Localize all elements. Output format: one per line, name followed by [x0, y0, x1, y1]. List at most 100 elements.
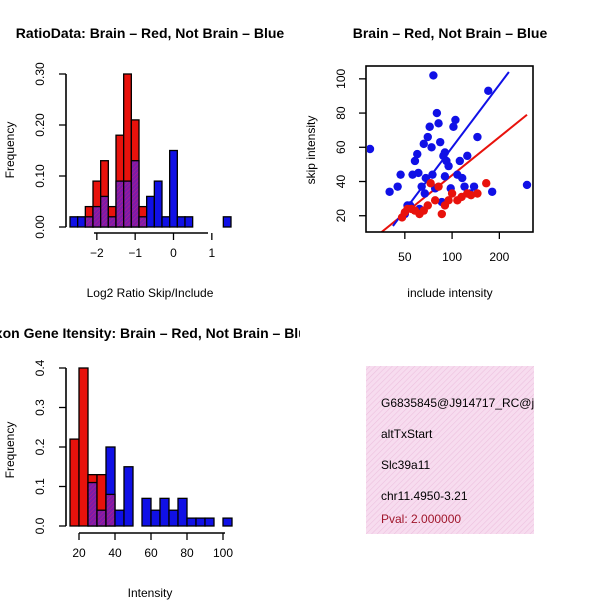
intensity-ytick-label-4: 0.4: [33, 359, 47, 376]
scatter-point-blue-2: [393, 182, 402, 191]
scatter-ytick-label-2: 60: [334, 140, 348, 154]
ratio-xtick-label-0: −2: [90, 246, 104, 260]
info-box-hatching: [366, 366, 534, 534]
intensity-ytick-label-1: 0.1: [33, 478, 47, 495]
intensity-ylabel: Frequency: [3, 422, 17, 479]
intensity-bar-1: [78, 367, 89, 527]
intensity-xlabel: Intensity: [128, 586, 173, 600]
scatter-point-blue-36: [463, 151, 472, 161]
intensity-bar-5: [114, 509, 125, 527]
intensity-ytick-label-3: 0.3: [33, 399, 47, 416]
ratio-bar-15: [184, 216, 194, 228]
intensity-bar-15: [204, 517, 215, 527]
scatter-xlabel: include intensity: [407, 286, 492, 300]
scatter-point-blue-12: [417, 182, 426, 191]
scatter-point-red-20: [482, 179, 491, 188]
ratio-overlap-bar-2: [84, 216, 94, 228]
scatter-frame: [365, 65, 534, 233]
intensity-overlap-bar-3: [96, 509, 107, 527]
scatter-point-red-14: [447, 189, 457, 198]
ratio-overlap-bar-5: [107, 216, 117, 228]
ratio-bar-20: [222, 216, 232, 228]
scatter-point-blue-18: [427, 143, 436, 152]
ratio-bar-10: [146, 195, 155, 228]
ratio-overlap-bar-4: [100, 195, 109, 228]
ratio-ytick-label-2: 0.20: [33, 113, 47, 137]
scatter-point-blue-16: [423, 132, 432, 142]
scatter-point-blue-35: [460, 182, 469, 191]
scatter-point-blue-14: [420, 189, 429, 198]
fit-line-blue: [392, 71, 510, 227]
intensity-bar-14: [195, 517, 206, 527]
info-pval: Pval: 2.000000: [381, 512, 461, 526]
scatter-point-blue-41: [487, 187, 497, 196]
ratio-xtick-label-3: 1: [208, 246, 215, 260]
ratio-overlap-bar-6: [115, 180, 125, 228]
info-event-type: altTxStart: [381, 427, 433, 441]
info-location: chr11.4950-3.21: [381, 489, 468, 503]
scatter-points: [367, 71, 532, 222]
intensity-bar-11: [168, 509, 179, 527]
scatter-ylabel: skip intensity: [304, 116, 318, 185]
scatter-ytick-label-3: 80: [334, 106, 348, 120]
intensity-bars: [69, 367, 233, 527]
intensity-bar-10: [159, 497, 170, 527]
ratio-axes: −2 −1 0 1 0.00 0.10 0.20 0.30: [33, 62, 215, 260]
scatter-ytick-label-1: 40: [334, 175, 348, 189]
ratio-bar-12: [161, 216, 171, 228]
intensity-bar-8: [141, 497, 152, 527]
ratio-overlap-bar-8: [130, 160, 140, 228]
ratio-ytick-label-3: 0.30: [33, 62, 47, 86]
ratio-xtick-label-2: 0: [170, 246, 177, 260]
scatter-point-blue-19: [429, 71, 438, 80]
scatter-point-blue-10: [414, 168, 423, 178]
scatter-point-red-9: [430, 196, 440, 205]
scatter-ytick-label-4: 100: [334, 69, 348, 89]
scatter-point-blue-33: [455, 156, 465, 166]
info-probeset: G6835845@J914717_RC@j_at: [381, 396, 551, 410]
ratio-bar-14: [176, 216, 186, 228]
ratio-ytick-label-1: 0.10: [33, 164, 47, 188]
scatter-point-red-18: [466, 191, 476, 200]
scatter-point-blue-42: [522, 180, 532, 190]
intensity-xtick-label-3: 80: [180, 546, 194, 560]
scatter-point-blue-31: [451, 115, 460, 125]
ratio-bar-13: [169, 149, 178, 228]
scatter-point-blue-44: [440, 148, 450, 157]
intensity-bar-17: [222, 517, 233, 527]
scatter-point-blue-30: [449, 122, 458, 131]
intensity-overlap-bar-2: [87, 481, 98, 527]
intensity-overlap-bar-4: [105, 493, 116, 527]
scatter-point-blue-0: [367, 144, 375, 154]
scatter-xtick-label-1: 100: [442, 250, 462, 264]
intensity-xtick-label-0: 20: [72, 546, 86, 560]
scatter-title: Brain – Red, Not Brain – Blue: [353, 25, 548, 41]
intensity-bar-12: [177, 497, 188, 527]
scatter-point-blue-38: [469, 182, 479, 191]
intensity-xtick-label-4: 100: [213, 546, 233, 560]
scatter-point-blue-3: [396, 170, 405, 179]
scatter-point-blue-17: [425, 122, 434, 131]
scatter-point-blue-28: [444, 161, 453, 171]
intensity-title: Exon Gene Itensity: Brain – Red, Not Bra…: [0, 325, 315, 341]
intensity-xtick-label-2: 60: [144, 546, 158, 560]
scatter-point-blue-40: [484, 86, 493, 96]
info-gene: Slc39a11: [381, 458, 430, 472]
ratio-xlabel: Log2 Ratio Skip/Include: [87, 286, 214, 300]
intensity-bar-0: [69, 438, 80, 527]
intensity-bar-13: [186, 517, 197, 527]
scatter-point-red-10: [434, 182, 443, 191]
scatter-axes: 50 100 200 20 40 60 80 100: [334, 69, 510, 264]
scatter-point-blue-34: [458, 173, 467, 183]
ratio-ylabel: Frequency: [3, 122, 17, 179]
scatter-plot: Brain – Red, Not Brain – Blue 50 100 200 20…: [304, 25, 547, 300]
scatter-point-blue-22: [434, 119, 443, 128]
scatter-point-blue-26: [440, 172, 450, 181]
scatter-point-red-13: [444, 196, 453, 205]
info-box: G6835845@J914717_RC@j_at altTxStart Slc3…: [366, 366, 551, 534]
scatter-point-blue-39: [473, 132, 482, 142]
intensity-ytick-label-0: 0.0: [33, 517, 47, 534]
ratio-bars: [69, 73, 232, 228]
scatter-point-red-11: [437, 209, 447, 219]
